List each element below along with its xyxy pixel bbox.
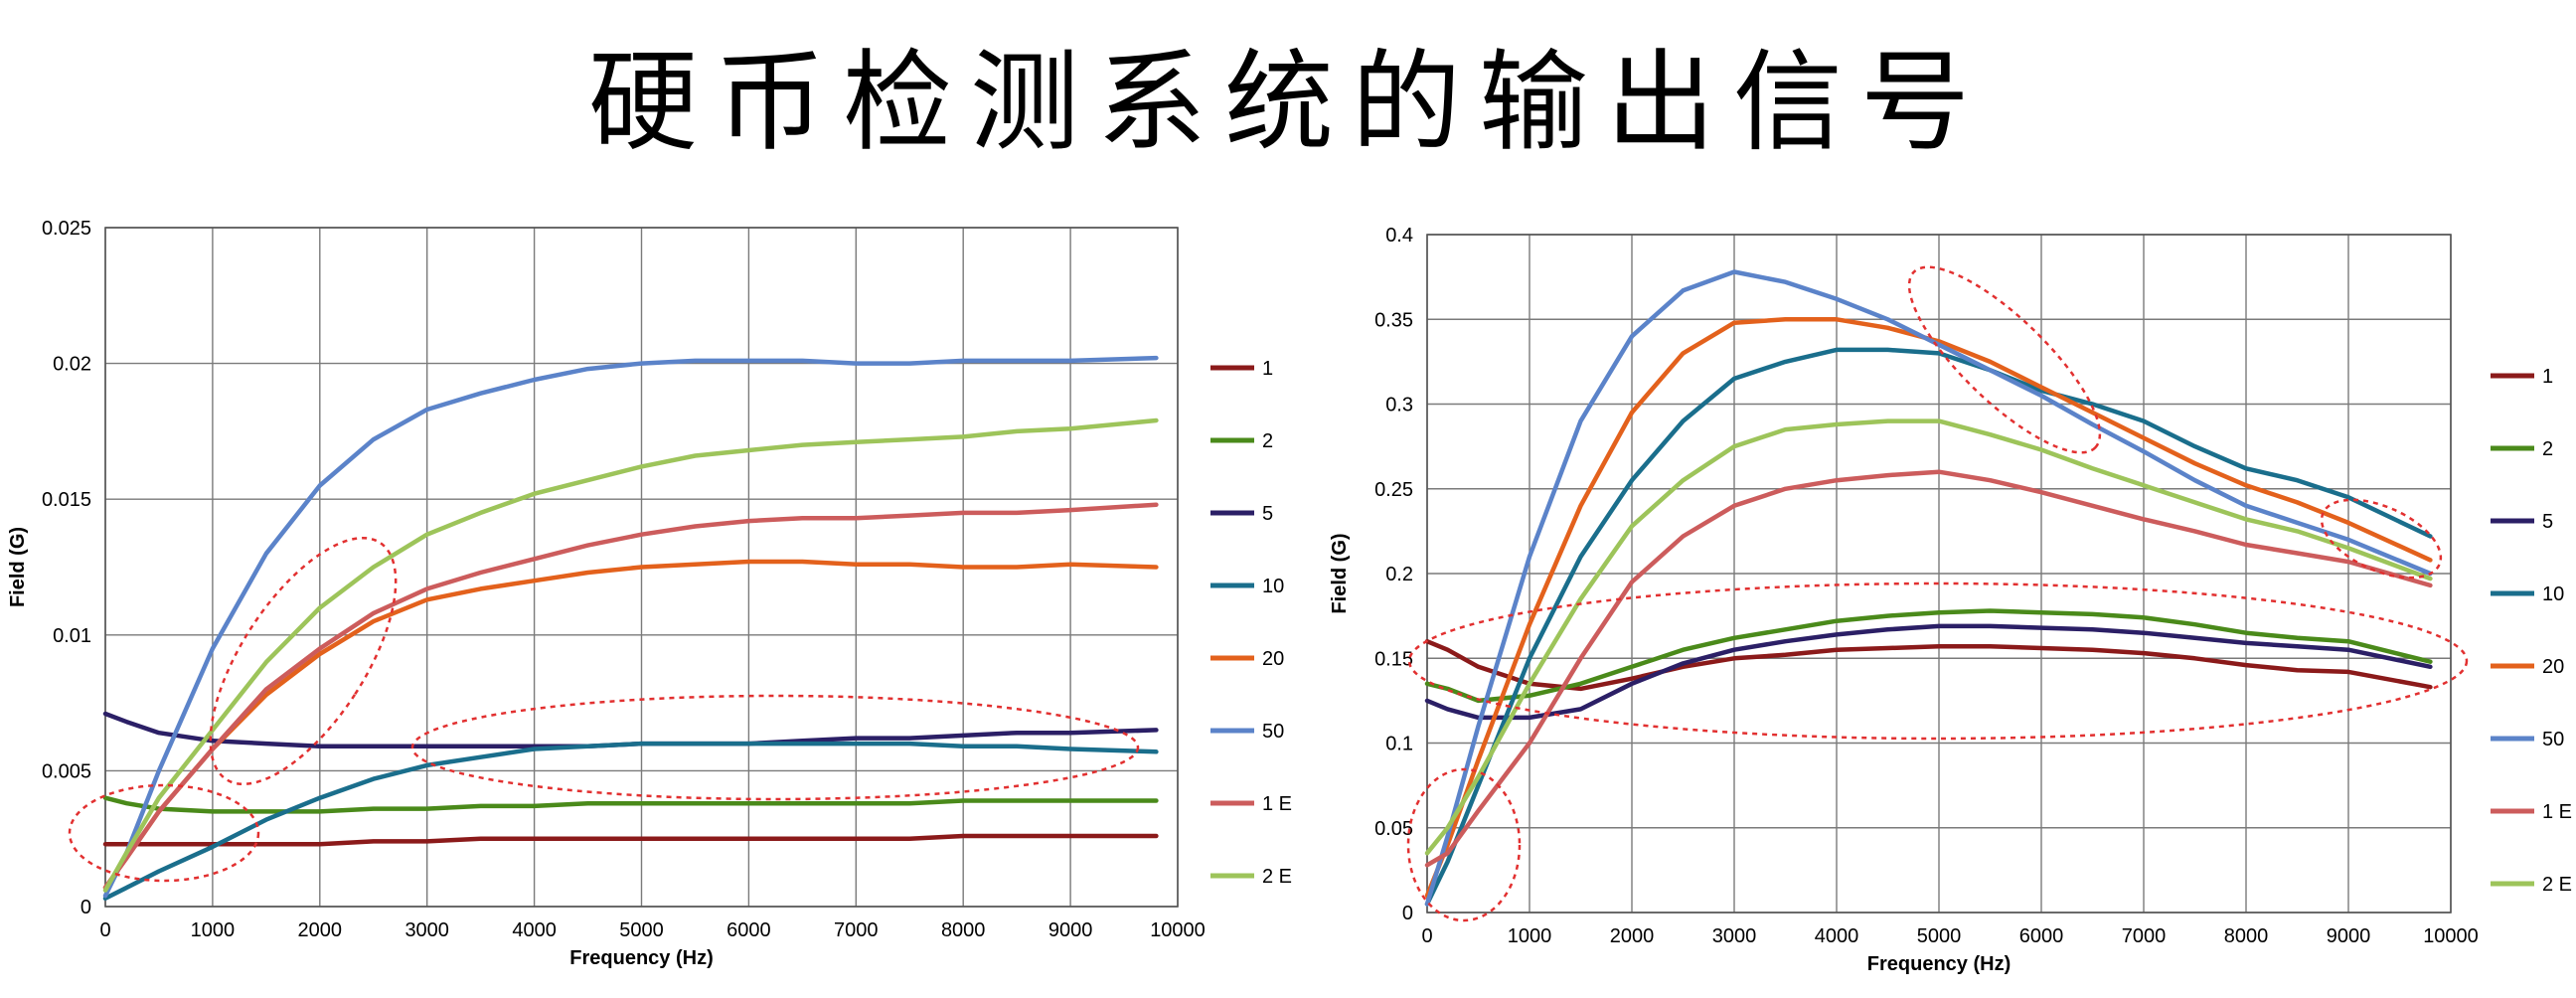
right-annotation-ellipse-0: [1406, 767, 1522, 922]
right-legend-label-0: 1: [2542, 366, 2553, 388]
left-legend-label-7: 2 E: [1262, 866, 1292, 888]
left-legend-label-4: 20: [1262, 648, 1284, 670]
right-plot-frame: [1426, 234, 2452, 914]
left-series-line-3: [102, 741, 1159, 902]
right-xtick-label-4: 4000: [1815, 925, 1859, 947]
left-series-line-7: [102, 417, 1159, 893]
left-legend-label-5: 50: [1262, 721, 1284, 743]
right-legend-label-2: 5: [2542, 511, 2553, 533]
left-annotation-ellipse-0: [68, 783, 260, 883]
left-xtick-label-0: 0: [99, 919, 110, 941]
right-xtick-label-3: 3000: [1712, 925, 1757, 947]
page-title: 硬币检测系统的输出信号: [588, 39, 1988, 166]
left-series-line-6: [102, 502, 1159, 891]
left-xtick-label-5: 5000: [619, 919, 664, 941]
right-legend-label-1: 2: [2542, 438, 2553, 460]
left-series-line-0: [102, 833, 1159, 847]
left-legend-label-3: 10: [1262, 576, 1284, 597]
right-legend-label-4: 20: [2542, 656, 2564, 678]
right-legend-label-5: 50: [2542, 729, 2564, 750]
left-ytick-label-3: 0.015: [42, 489, 91, 511]
left-legend-label-0: 1: [1262, 358, 1273, 380]
left-xtick-label-10: 10000: [1150, 919, 1206, 941]
right-ytick-label-1: 0.05: [1374, 818, 1413, 840]
left-xtick-label-4: 4000: [512, 919, 557, 941]
left-xtick-label-7: 7000: [834, 919, 879, 941]
left-ytick-label-4: 0.02: [53, 354, 91, 376]
right-xtick-label-5: 5000: [1917, 925, 1962, 947]
right-ytick-label-8: 0.4: [1385, 225, 1413, 247]
right-xtick-label-2: 2000: [1610, 925, 1655, 947]
left-xtick-label-8: 8000: [941, 919, 986, 941]
right-xtick-label-1: 1000: [1508, 925, 1552, 947]
left-series-line-1: [102, 795, 1159, 814]
right-ytick-label-7: 0.35: [1374, 309, 1413, 331]
right-y-axis-title: Field (G): [1329, 533, 1351, 613]
left-annotation-ellipse-2: [410, 694, 1140, 801]
right-series-line-0: [1424, 638, 2433, 692]
left-legend-label-2: 5: [1262, 503, 1273, 525]
left-ytick-label-2: 0.01: [53, 625, 91, 647]
right-xtick-label-0: 0: [1421, 925, 1432, 947]
left-legend-label-6: 1 E: [1262, 793, 1292, 815]
right-legend-label-6: 1 E: [2542, 801, 2572, 823]
left-plot-frame: [104, 227, 1179, 908]
right-legend-label-3: 10: [2542, 583, 2564, 605]
right-series-line-5: [1424, 269, 2433, 907]
right-series-line-7: [1424, 418, 2433, 856]
right-xtick-label-10: 10000: [2423, 925, 2479, 947]
left-xtick-label-1: 1000: [191, 919, 236, 941]
right-ytick-label-3: 0.15: [1374, 648, 1413, 670]
left-y-axis-title: Field (G): [7, 527, 29, 607]
right-series-line-1: [1424, 608, 2433, 704]
right-ytick-label-5: 0.25: [1374, 479, 1413, 501]
left-xtick-label-3: 3000: [404, 919, 449, 941]
right-series-line-2: [1424, 623, 2433, 721]
left-ytick-label-5: 0.025: [42, 218, 91, 240]
left-xtick-label-9: 9000: [1048, 919, 1093, 941]
left-ytick-label-0: 0: [80, 897, 91, 918]
left-xtick-label-6: 6000: [726, 919, 771, 941]
left-x-axis-title: Frequency (Hz): [569, 947, 713, 969]
left-xtick-label-2: 2000: [298, 919, 343, 941]
right-ytick-label-4: 0.2: [1385, 564, 1413, 585]
right-series-line-6: [1424, 469, 2433, 868]
left-legend-label-1: 2: [1262, 430, 1273, 452]
right-series-line-4: [1424, 317, 2433, 899]
right-xtick-label-9: 9000: [2327, 925, 2371, 947]
right-xtick-label-7: 7000: [2122, 925, 2167, 947]
left-annotation-ellipse-1: [209, 536, 398, 786]
right-x-axis-title: Frequency (Hz): [1867, 953, 2011, 975]
left-ytick-label-1: 0.005: [42, 760, 91, 782]
right-xtick-label-6: 6000: [2019, 925, 2064, 947]
right-annotation-ellipse-2: [1907, 265, 2102, 454]
right-ytick-label-2: 0.1: [1385, 734, 1413, 755]
right-annotation-ellipse-1: [1407, 582, 2469, 741]
right-annotation-ellipse-3: [2320, 498, 2443, 580]
right-series-line-3: [1424, 347, 2433, 907]
right-legend-label-7: 2 E: [2542, 874, 2572, 896]
right-ytick-label-6: 0.3: [1385, 395, 1413, 416]
right-xtick-label-8: 8000: [2224, 925, 2269, 947]
left-series-line-5: [102, 355, 1159, 899]
right-ytick-label-0: 0: [1402, 903, 1413, 924]
